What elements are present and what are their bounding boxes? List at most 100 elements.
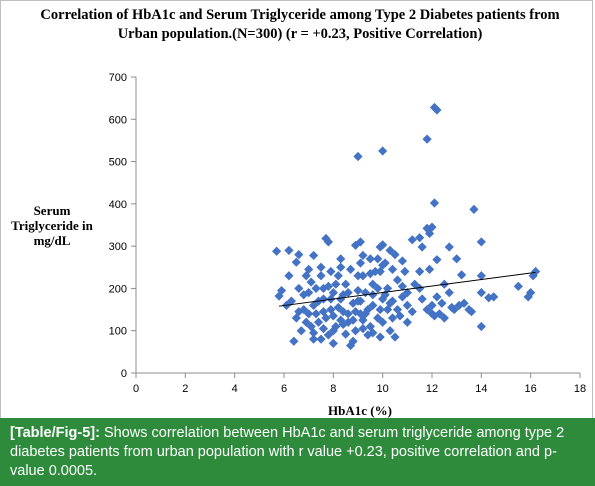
y-tick-label: 100 <box>109 326 127 338</box>
chart-title: Correlation of HbA1c and Serum Triglycer… <box>40 7 560 42</box>
data-point <box>313 317 324 327</box>
data-point <box>328 288 338 298</box>
data-point <box>383 304 393 315</box>
data-point <box>289 336 299 346</box>
data-point <box>299 290 309 300</box>
data-point <box>316 262 326 272</box>
data-point <box>341 329 351 339</box>
data-point <box>353 285 363 296</box>
figure-caption: [Table/Fig-5]: Shows correlation between… <box>0 418 595 486</box>
data-point <box>447 302 457 313</box>
data-point <box>444 242 454 252</box>
data-point <box>358 315 368 325</box>
data-point <box>432 292 442 302</box>
data-point <box>323 281 333 291</box>
data-point <box>304 309 314 319</box>
x-tick-label: 0 <box>133 383 139 395</box>
data-point <box>274 291 284 301</box>
data-point <box>333 302 343 313</box>
data-point <box>476 321 486 332</box>
y-tick-label: 300 <box>109 241 127 253</box>
data-point <box>402 300 412 310</box>
data-point <box>346 340 356 351</box>
data-point <box>368 279 378 289</box>
data-point <box>309 300 319 310</box>
data-point <box>397 281 407 291</box>
data-point <box>476 271 486 281</box>
data-point <box>410 279 420 289</box>
data-point <box>338 319 348 329</box>
data-point <box>323 330 333 340</box>
data-point <box>368 290 378 300</box>
data-point <box>309 250 319 261</box>
data-point <box>360 309 370 319</box>
data-point <box>309 328 319 338</box>
data-point <box>348 298 358 308</box>
data-point <box>452 254 462 264</box>
data-point <box>457 270 467 280</box>
data-point <box>316 334 326 344</box>
data-point <box>432 105 442 115</box>
data-point <box>444 288 454 298</box>
data-point <box>400 266 410 277</box>
x-axis-label: HbA1c (%) <box>328 403 392 418</box>
y-tick-label: 500 <box>109 157 127 169</box>
data-point <box>350 326 361 336</box>
data-point <box>286 296 296 306</box>
data-point <box>526 288 536 298</box>
x-tick-label: 10 <box>377 383 389 395</box>
data-point <box>350 307 361 317</box>
data-point <box>318 294 329 304</box>
x-tick-label: 14 <box>475 383 487 395</box>
data-point <box>358 324 368 334</box>
data-point <box>424 228 435 239</box>
data-point <box>333 271 343 281</box>
data-point <box>373 313 383 323</box>
data-point <box>397 292 407 302</box>
data-point <box>415 233 425 243</box>
data-point <box>375 242 385 252</box>
data-point <box>316 271 326 281</box>
data-point <box>306 277 316 287</box>
x-tick-label: 6 <box>281 383 287 395</box>
data-point <box>392 275 403 285</box>
data-point <box>429 198 440 208</box>
x-tick-label: 18 <box>574 383 586 395</box>
data-point <box>326 266 336 277</box>
data-point <box>424 264 435 274</box>
data-point <box>328 338 338 348</box>
data-point <box>355 258 366 268</box>
y-tick-label: 600 <box>109 114 127 126</box>
y-axis-label: Serum Triglyceride in mg/dL <box>11 203 93 248</box>
data-point <box>378 260 388 270</box>
data-point <box>484 293 494 303</box>
data-point <box>387 264 398 274</box>
data-point <box>272 246 282 256</box>
data-point <box>476 288 486 298</box>
data-point <box>417 242 427 252</box>
data-point <box>375 332 385 342</box>
data-point <box>454 300 464 310</box>
data-point <box>346 264 356 274</box>
data-point <box>353 271 363 281</box>
data-point <box>395 311 405 321</box>
x-tick-label: 2 <box>182 383 188 395</box>
x-tick-label: 8 <box>330 383 336 395</box>
data-point <box>294 283 304 294</box>
data-point <box>318 307 329 317</box>
data-point <box>311 283 321 294</box>
data-point <box>353 151 363 162</box>
data-point <box>291 257 301 267</box>
data-point <box>387 313 398 323</box>
data-point <box>358 250 368 261</box>
data-point <box>284 245 294 255</box>
data-point <box>368 300 378 310</box>
data-point <box>304 288 314 298</box>
data-point <box>341 279 351 289</box>
data-point <box>422 134 432 144</box>
x-tick-label: 4 <box>232 383 238 395</box>
data-point <box>407 307 417 317</box>
y-tick-label: 400 <box>109 199 127 211</box>
data-point <box>375 304 385 315</box>
data-point <box>350 240 361 250</box>
